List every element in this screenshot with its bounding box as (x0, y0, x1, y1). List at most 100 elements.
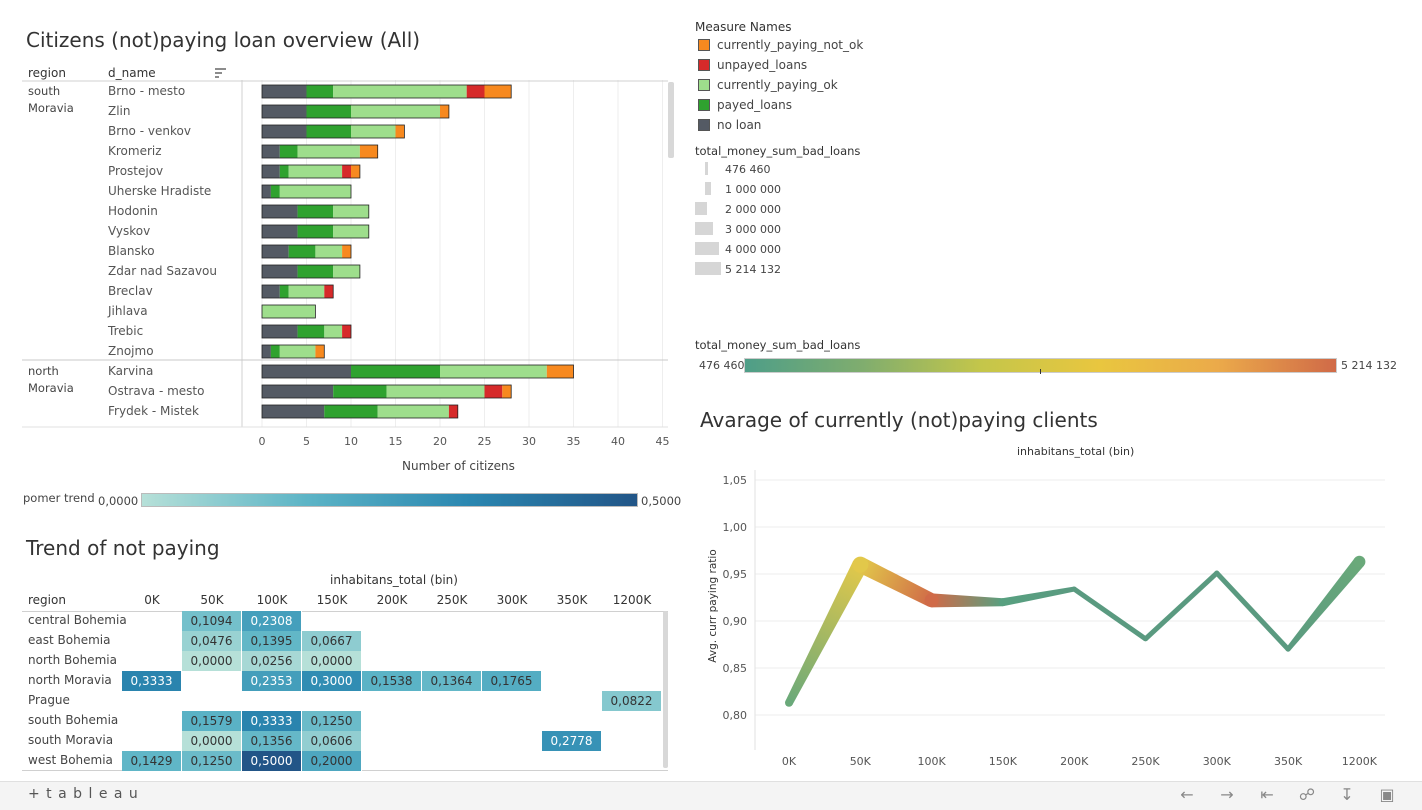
bar-segment-currently-paying-ok[interactable] (279, 185, 351, 198)
heatmap-cell[interactable]: 0,0000 (182, 731, 242, 751)
bar-segment-currently-paying-not-ok[interactable] (315, 345, 325, 358)
heatmap-cell[interactable]: 0,1579 (182, 711, 242, 731)
region-column-header[interactable]: region (28, 66, 66, 80)
bar-segment-payed-loans[interactable] (351, 365, 440, 378)
heatmap-cell[interactable]: 0,3333 (242, 711, 302, 731)
heatmap-cell[interactable]: 0,1356 (242, 731, 302, 751)
heatmap-cell[interactable]: 0,0667 (302, 631, 362, 651)
heatmap-region-header[interactable]: region (28, 593, 66, 607)
bar-segment-payed-loans[interactable] (297, 205, 334, 218)
heatmap-cell[interactable]: 0,1250 (182, 751, 242, 771)
bar-segment-currently-paying-not-ok[interactable] (342, 245, 351, 258)
redo-icon[interactable]: → (1220, 785, 1234, 804)
bar-segment-no-loan[interactable] (262, 105, 307, 118)
legend-item-payed-loans[interactable]: payed_loans (698, 98, 792, 112)
bar-segment-unpayed-loans[interactable] (342, 165, 351, 178)
bar-segment-currently-paying-ok[interactable] (315, 245, 343, 258)
heatmap-cell[interactable]: 0,0000 (182, 651, 242, 671)
bar-segment-payed-loans[interactable] (306, 105, 352, 118)
bar-segment-currently-paying-ok[interactable] (377, 405, 449, 418)
bar-segment-unpayed-loans[interactable] (342, 325, 351, 338)
bar-segment-payed-loans[interactable] (333, 385, 387, 398)
legend-item-no-loan[interactable]: no loan (698, 118, 761, 132)
line-point[interactable] (998, 598, 1007, 607)
bar-segment-payed-loans[interactable] (297, 265, 334, 278)
line-point[interactable] (1285, 646, 1291, 652)
bar-segment-currently-paying-ok[interactable] (440, 365, 547, 378)
bar-segment-unpayed-loans[interactable] (484, 385, 503, 398)
bar-segment-payed-loans[interactable] (279, 165, 289, 178)
bar-segment-payed-loans[interactable] (297, 225, 334, 238)
bar-segment-no-loan[interactable] (262, 265, 298, 278)
bar-segment-no-loan[interactable] (262, 385, 334, 398)
bar-segment-payed-loans[interactable] (297, 325, 325, 338)
bar-segment-payed-loans[interactable] (279, 285, 289, 298)
bar-segment-payed-loans[interactable] (306, 125, 352, 138)
bar-segment-no-loan[interactable] (262, 325, 298, 338)
bar-segment-payed-loans[interactable] (324, 405, 378, 418)
heatmap-cell[interactable]: 0,1429 (122, 751, 182, 771)
heatmap-cell[interactable]: 0,3333 (122, 671, 182, 691)
line-point[interactable] (785, 698, 793, 707)
heatmap-cell[interactable]: 0,1250 (302, 711, 362, 731)
bar-segment-no-loan[interactable] (262, 85, 307, 98)
heatmap-cell[interactable]: 0,0256 (242, 651, 302, 671)
bar-segment-currently-paying-ok[interactable] (333, 265, 360, 278)
bar-segment-currently-paying-ok[interactable] (297, 145, 360, 158)
bar-segment-currently-paying-not-ok[interactable] (395, 125, 405, 138)
heatmap-cell[interactable]: 0,2308 (242, 611, 302, 631)
bar-segment-no-loan[interactable] (262, 185, 271, 198)
download-icon[interactable]: ↧ (1340, 785, 1354, 804)
bar-segment-currently-paying-ok[interactable] (333, 225, 369, 238)
line-point[interactable] (1071, 586, 1077, 592)
bar-segment-no-loan[interactable] (262, 145, 280, 158)
bar-segment-currently-paying-ok[interactable] (288, 285, 325, 298)
heatmap-cell[interactable]: 0,1765 (482, 671, 542, 691)
bar-segment-payed-loans[interactable] (270, 185, 280, 198)
district-column-header[interactable]: d_name (108, 66, 156, 80)
bar-segment-payed-loans[interactable] (306, 85, 334, 98)
line-point[interactable] (1214, 570, 1220, 576)
heatmap-cell[interactable]: 0,3000 (302, 671, 362, 691)
legend-item-currently-paying-ok[interactable]: currently_paying_ok (698, 78, 838, 92)
sort-icon[interactable] (214, 64, 228, 78)
heatmap-cell[interactable]: 0,0000 (302, 651, 362, 671)
heatmap-cell[interactable]: 0,1538 (362, 671, 422, 691)
bar-segment-currently-paying-not-ok[interactable] (351, 165, 360, 178)
line-point[interactable] (924, 593, 939, 608)
bar-segment-no-loan[interactable] (262, 405, 325, 418)
bar-segment-unpayed-loans[interactable] (466, 85, 485, 98)
bar-segment-currently-paying-not-ok[interactable] (484, 85, 512, 98)
line-point[interactable] (1353, 555, 1366, 568)
bar-segment-currently-paying-ok[interactable] (386, 385, 485, 398)
bar-segment-unpayed-loans[interactable] (448, 405, 458, 418)
fullscreen-icon[interactable]: ▣ (1379, 785, 1395, 804)
bar-segment-currently-paying-ok[interactable] (262, 305, 316, 318)
heatmap-cell[interactable]: 0,2778 (542, 731, 602, 751)
bar-segment-no-loan[interactable] (262, 245, 289, 258)
heatmap-cell[interactable]: 0,2353 (242, 671, 302, 691)
share-icon[interactable]: ☍ (1298, 785, 1316, 804)
line-point[interactable] (852, 556, 869, 573)
bar-segment-currently-paying-not-ok[interactable] (440, 105, 449, 118)
bar-segment-currently-paying-ok[interactable] (324, 325, 343, 338)
bar-segment-payed-loans[interactable] (288, 245, 316, 258)
bar-segment-no-loan[interactable] (262, 165, 280, 178)
heatmap-scrollbar[interactable] (663, 611, 668, 768)
heatmap-cell[interactable]: 0,5000 (242, 751, 302, 771)
bar-segment-currently-paying-not-ok[interactable] (502, 385, 512, 398)
bar-segment-payed-loans[interactable] (270, 345, 280, 358)
bar-segment-no-loan[interactable] (262, 365, 351, 378)
heatmap-cell[interactable]: 0,1364 (422, 671, 482, 691)
bar-segment-unpayed-loans[interactable] (324, 285, 334, 298)
heatmap-cell[interactable]: 0,0822 (602, 691, 662, 711)
undo-icon[interactable]: ← (1180, 785, 1194, 804)
bar-segment-no-loan[interactable] (262, 125, 307, 138)
bar-segment-payed-loans[interactable] (279, 145, 298, 158)
bar-segment-no-loan[interactable] (262, 205, 298, 218)
heatmap-cell[interactable]: 0,1094 (182, 611, 242, 631)
bar-segment-no-loan[interactable] (262, 285, 280, 298)
legend-item-currently-paying-not-ok[interactable]: currently_paying_not_ok (698, 38, 863, 52)
line-point[interactable] (1143, 636, 1148, 642)
heatmap-cell[interactable]: 0,0476 (182, 631, 242, 651)
